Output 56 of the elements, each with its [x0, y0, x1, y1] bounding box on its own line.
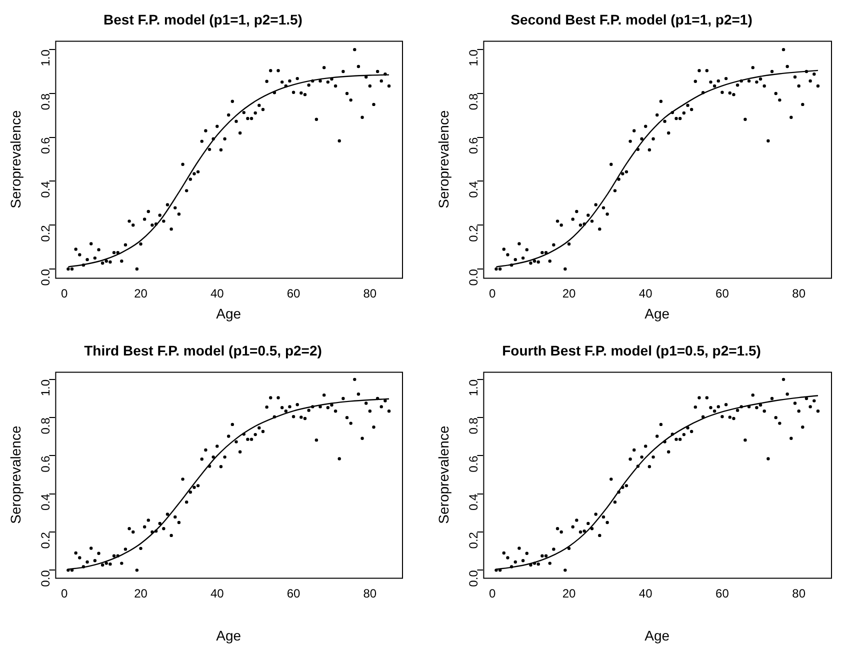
x-tick-label: 20: [562, 586, 576, 600]
y-tick-label: 0.0: [466, 268, 481, 286]
y-tick-label: 0.4: [38, 180, 53, 198]
x-tick-label: 0: [489, 586, 496, 600]
y-tick-label: 0.4: [466, 494, 481, 511]
chart-title: Best F.P. model (p1=1, p2=1.5): [104, 11, 302, 28]
y-tick-label: 0.6: [466, 455, 481, 472]
y-tick-label: 0.2: [466, 224, 481, 242]
x-tick-label: 40: [638, 286, 653, 300]
x-tick-label: 40: [210, 586, 224, 600]
y-tick-label: 1.0: [466, 49, 481, 66]
x-tick-label: 40: [210, 286, 224, 300]
y-tick-label: 0.8: [466, 417, 481, 434]
x-tick-label: 20: [134, 586, 148, 600]
x-tick-label: 0: [61, 586, 68, 600]
y-tick-label: 1.0: [38, 49, 53, 66]
x-tick-label: 80: [363, 586, 377, 600]
x-tick-label: 20: [562, 286, 576, 300]
x-tick-label: 60: [716, 286, 730, 300]
x-tick-label: 80: [363, 286, 377, 300]
x-tick-label: 60: [286, 586, 301, 600]
chart-title: Fourth Best F.P. model (p1=0.5, p2=1.5): [502, 342, 761, 358]
y-tick-label: 1.0: [38, 379, 53, 396]
x-tick-label: 20: [134, 286, 148, 300]
y-tick-label: 0.6: [38, 455, 53, 472]
x-tick-label: 80: [792, 286, 806, 300]
y-axis-title: Seroprevalence: [435, 426, 452, 524]
chart-title: Second Best F.P. model (p1=1, p2=1): [510, 11, 752, 28]
y-tick-label: 0.8: [38, 93, 53, 110]
y-tick-label: 0.6: [38, 137, 53, 154]
x-tick-label: 0: [61, 286, 68, 300]
y-tick-label: 0.2: [38, 532, 53, 549]
y-tick-label: 1.0: [466, 379, 481, 396]
y-tick-label: 0.2: [38, 224, 53, 242]
y-tick-label: 0.4: [466, 180, 481, 198]
x-axis-title: Age: [644, 305, 670, 322]
x-tick-label: 60: [286, 286, 301, 300]
y-axis-title: Seroprevalence: [7, 110, 24, 208]
chart-title: Third Best F.P. model (p1=0.5, p2=2): [84, 342, 322, 358]
x-tick-label: 0: [489, 286, 496, 300]
x-axis-title: Age: [216, 627, 242, 644]
y-tick-label: 0.2: [466, 532, 481, 549]
x-axis-title: Age: [644, 627, 670, 644]
x-tick-label: 40: [638, 586, 653, 600]
y-axis-title: Seroprevalence: [7, 426, 24, 524]
y-tick-label: 0.0: [38, 570, 53, 587]
y-tick-label: 0.4: [38, 494, 53, 511]
y-tick-label: 0.6: [466, 137, 481, 154]
y-tick-label: 0.0: [466, 570, 481, 587]
y-tick-label: 0.8: [466, 93, 481, 110]
y-tick-label: 0.0: [38, 268, 53, 286]
x-tick-label: 80: [792, 586, 806, 600]
x-tick-label: 60: [716, 586, 730, 600]
x-axis-title: Age: [216, 305, 242, 322]
y-axis-title: Seroprevalence: [435, 110, 452, 208]
y-tick-label: 0.8: [38, 417, 53, 434]
